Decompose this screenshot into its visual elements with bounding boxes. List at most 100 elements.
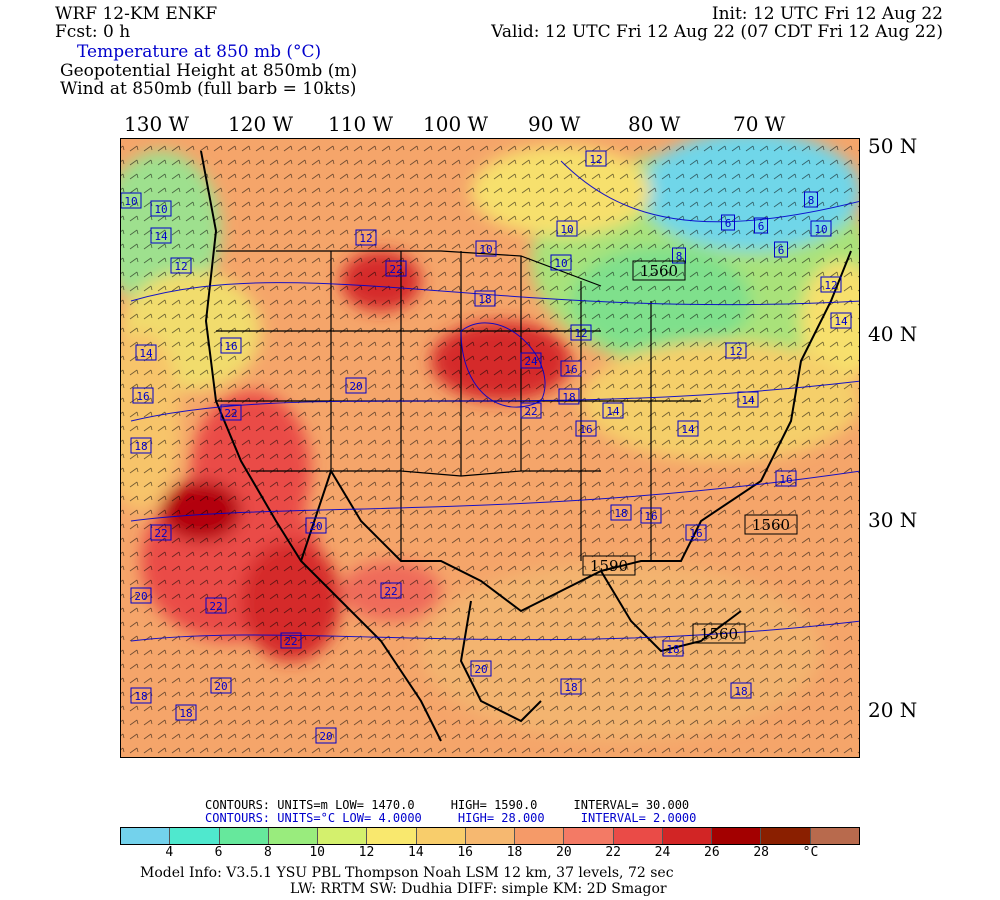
temperature-label: 18 <box>474 290 496 307</box>
temperature-label: 16 <box>640 507 662 524</box>
height-label: 1560 <box>692 623 746 644</box>
contours-black-info: CONTOURS: UNITS=m LOW= 1470.0 HIGH= 1590… <box>205 798 690 812</box>
temperature-label: 20 <box>315 727 337 744</box>
legend-swatch <box>170 828 220 844</box>
temp-contour <box>460 322 546 408</box>
svg-text:18: 18 <box>179 707 192 720</box>
valid-time: Valid: 12 UTC Fri 12 Aug 22 (07 CDT Fri … <box>491 22 943 42</box>
temp-contour <box>130 470 859 522</box>
lat-label: 40 N <box>868 322 918 346</box>
model-title: WRF 12-KM ENKF <box>55 4 218 24</box>
temperature-label: 22 <box>280 632 302 649</box>
svg-text:1590: 1590 <box>590 557 628 575</box>
legend-swatch <box>367 828 417 844</box>
map-canvas: 10 12 16 20 22 18 22 20 22 22 20 18 18 20 20 22 20 18 18 18… <box>121 139 859 757</box>
svg-text:14: 14 <box>154 230 168 243</box>
svg-text:10: 10 <box>554 257 567 270</box>
temperature-label: 24 <box>520 352 542 369</box>
svg-text:14: 14 <box>606 405 620 418</box>
legend-tick-label: 24 <box>654 845 671 860</box>
model-info: Model Info: V3.5.1 YSU PBL Thompson Noah… <box>140 865 674 881</box>
legend-tick-label: 18 <box>506 845 523 860</box>
lon-label: 80 W <box>628 112 681 136</box>
svg-text:18: 18 <box>614 507 627 520</box>
svg-text:20: 20 <box>474 663 487 676</box>
legend-tick-label: 14 <box>408 845 424 860</box>
svg-text:18: 18 <box>564 681 577 694</box>
svg-text:22: 22 <box>154 527 167 540</box>
temperature-label: 10 <box>121 192 142 209</box>
temperature-label: 18 <box>610 504 632 521</box>
svg-text:6: 6 <box>725 217 732 230</box>
svg-text:1560: 1560 <box>640 262 678 280</box>
lon-label: 100 W <box>423 112 489 136</box>
temperature-label: 20 <box>130 587 152 604</box>
legend-tick-label: 6 <box>214 845 223 860</box>
svg-text:14: 14 <box>834 315 848 328</box>
temperature-label: 8 <box>804 191 818 208</box>
temperature-label: 12 <box>355 229 377 246</box>
svg-text:12: 12 <box>824 279 837 292</box>
legend-tick-label: 20 <box>556 845 572 860</box>
temperature-label: 6 <box>721 214 735 231</box>
temperature-label: 8 <box>672 247 686 264</box>
svg-text:16: 16 <box>689 527 702 540</box>
temperature-label: 20 <box>210 677 232 694</box>
temperature-label: 20 <box>345 377 367 394</box>
temperature-label: 14 <box>150 227 172 244</box>
temperature-label: 16 <box>575 420 597 437</box>
svg-text:20: 20 <box>319 730 332 743</box>
temperature-label: 22 <box>220 404 242 421</box>
svg-text:18: 18 <box>666 643 679 656</box>
color-legend <box>120 827 860 845</box>
svg-text:10: 10 <box>814 223 827 236</box>
temperature-label: 16 <box>132 387 154 404</box>
svg-text:18: 18 <box>562 391 575 404</box>
contours-blue-info: CONTOURS: UNITS=°C LOW= 4.0000 HIGH= 28.… <box>205 811 697 825</box>
svg-text:8: 8 <box>808 194 815 207</box>
temperature-label: 18 <box>730 682 752 699</box>
temperature-label: 18 <box>130 687 152 704</box>
west-coast-line <box>200 150 442 742</box>
lon-label: 120 W <box>228 112 294 136</box>
svg-text:16: 16 <box>564 363 577 376</box>
lon-label: 130 W <box>124 112 190 136</box>
svg-text:12: 12 <box>729 345 742 358</box>
forecast-hour: Fcst: 0 h <box>55 22 131 42</box>
temperature-label: 20 <box>305 517 327 534</box>
height-title: Geopotential Height at 850mb (m) <box>60 61 358 81</box>
temperature-label: 12 <box>570 324 592 341</box>
height-label: 1590 <box>582 555 636 576</box>
temperature-label: 12 <box>170 257 192 274</box>
lon-label: 110 W <box>328 112 394 136</box>
temperature-label: 22 <box>150 524 172 541</box>
legend-swatch <box>121 828 171 844</box>
legend-swatch <box>515 828 565 844</box>
temperature-label: 22 <box>205 597 227 614</box>
svg-text:18: 18 <box>134 440 147 453</box>
legend-tick-label: 10 <box>309 845 325 860</box>
svg-text:1560: 1560 <box>752 516 790 534</box>
temp-contour <box>560 160 859 223</box>
legend-tick-label: 16 <box>457 845 473 860</box>
legend-swatch <box>219 828 269 844</box>
legend-swatch <box>268 828 319 844</box>
temperature-label: 14 <box>830 312 852 329</box>
temperature-label: 12 <box>725 342 747 359</box>
legend-swatch <box>712 828 762 844</box>
legend-swatch <box>416 828 466 844</box>
svg-text:16: 16 <box>224 340 237 353</box>
legend-tick-label: °C <box>802 845 819 860</box>
temperature-label: 22 <box>520 402 542 419</box>
svg-text:12: 12 <box>174 260 187 273</box>
temperature-label: 16 <box>560 360 582 377</box>
legend-tick-label: 4 <box>165 845 174 860</box>
legend-tick-label: 22 <box>605 845 621 860</box>
lat-label: 30 N <box>868 508 918 532</box>
legend-swatch <box>318 828 368 844</box>
svg-text:22: 22 <box>284 635 297 648</box>
svg-text:24: 24 <box>524 355 538 368</box>
svg-text:8: 8 <box>676 250 683 263</box>
svg-text:16: 16 <box>779 473 792 486</box>
weather-map[interactable]: 10 12 16 20 22 18 22 20 22 22 20 18 18 20 20 22 20 18 18 18… <box>120 138 860 758</box>
